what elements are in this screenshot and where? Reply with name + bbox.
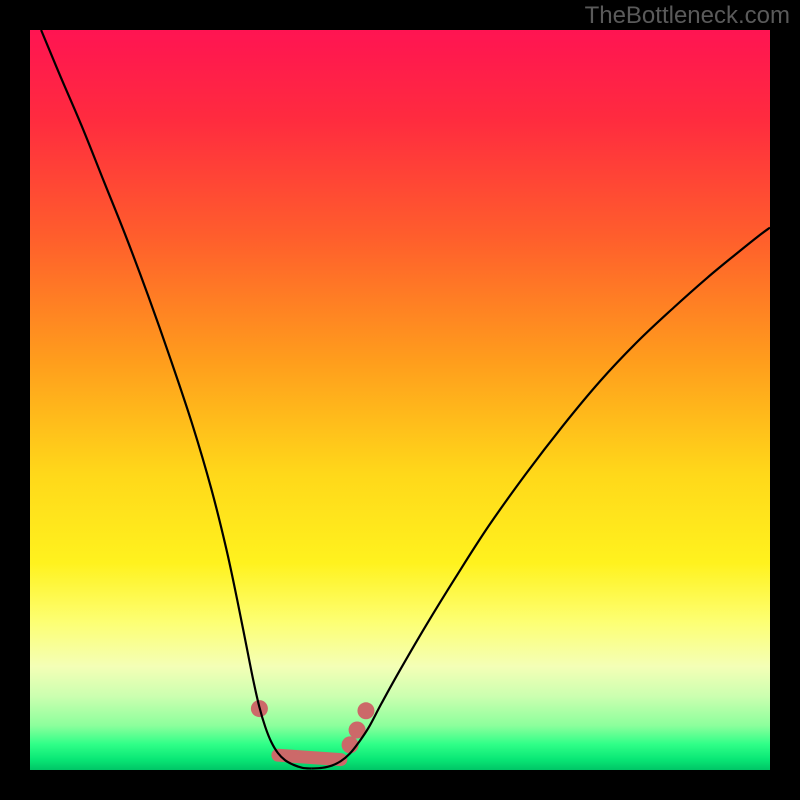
valley-bottom-segment [278, 755, 341, 759]
watermark-text: TheBottleneck.com [585, 2, 790, 30]
chart-frame: TheBottleneck.com [0, 0, 800, 800]
bottleneck-chart [0, 0, 800, 800]
plot-background [30, 30, 770, 770]
valley-dot [357, 702, 374, 719]
